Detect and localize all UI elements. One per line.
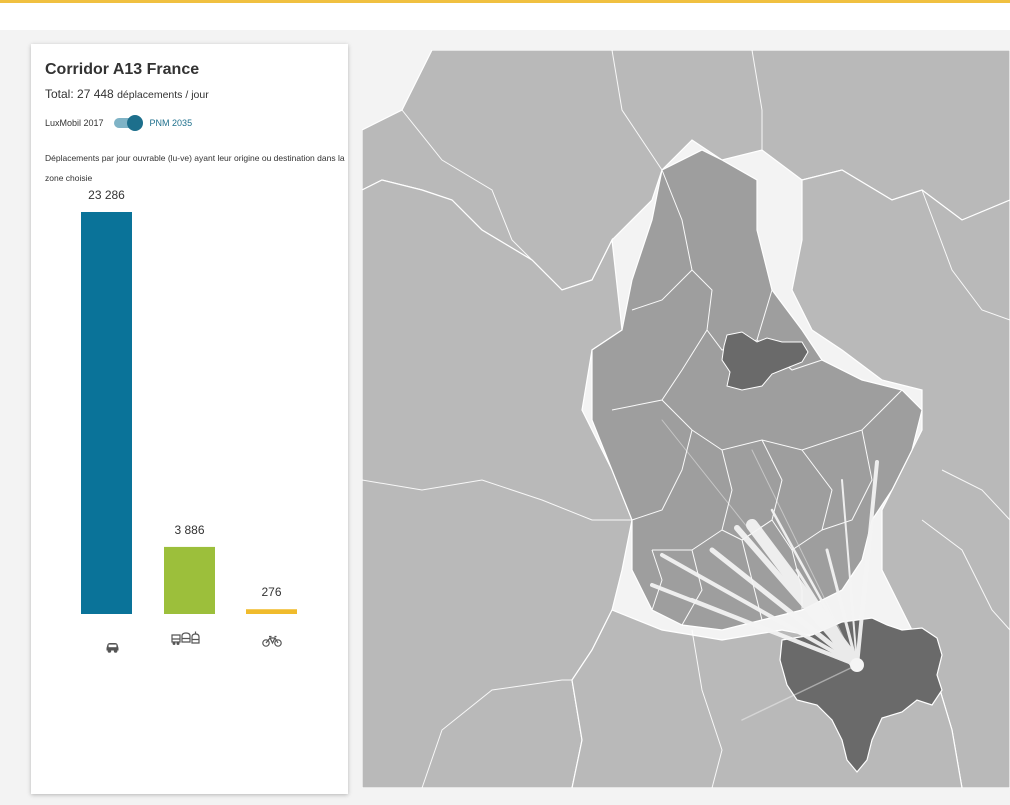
toggle-knob[interactable] (126, 115, 143, 131)
car-icon (106, 643, 119, 653)
selected-zone-centroid (850, 658, 864, 672)
toggle-label-luxmobil[interactable]: LuxMobil 2017 (45, 118, 104, 128)
total-trips: Total: 27 448 déplacements / jour (45, 87, 209, 101)
map-region-highlight-commune[interactable] (721, 331, 809, 391)
scenario-toggle-row: LuxMobil 2017 PNM 2035 (45, 115, 192, 131)
bar-car[interactable] (81, 212, 132, 614)
bar-public-transport[interactable] (164, 546, 215, 614)
total-unit: déplacements / jour (117, 89, 209, 101)
bar-bicycle[interactable] (246, 609, 297, 614)
commuter-flow-map[interactable] (362, 50, 1010, 788)
mode-bar-chart: 23 286 3 886 276 (81, 188, 297, 653)
bar-value-label-car: 23 286 (88, 188, 125, 202)
map-region-germany[interactable] (791, 169, 1010, 788)
map-region-study-area[interactable] (591, 149, 923, 631)
bar-value-label-bicycle: 276 (261, 585, 281, 599)
panel-title: Corridor A13 France (45, 61, 200, 78)
bar-value-label-public-transport: 3 886 (174, 523, 204, 537)
total-value: Total: 27 448 (45, 87, 114, 101)
scenario-toggle[interactable] (113, 115, 143, 131)
bicycle-icon (262, 635, 282, 647)
top-bar (0, 0, 1010, 30)
map-region-selected-zone[interactable] (779, 617, 943, 773)
chart-description: Déplacements par jour ouvrable (lu-ve) a… (45, 153, 345, 183)
public-transport-icon (171, 631, 200, 646)
flow-lines (650, 419, 879, 721)
toggle-label-pnm[interactable]: PNM 2035 (149, 118, 193, 128)
info-panel: Corridor A13 France Total: 27 448 déplac… (31, 44, 348, 794)
